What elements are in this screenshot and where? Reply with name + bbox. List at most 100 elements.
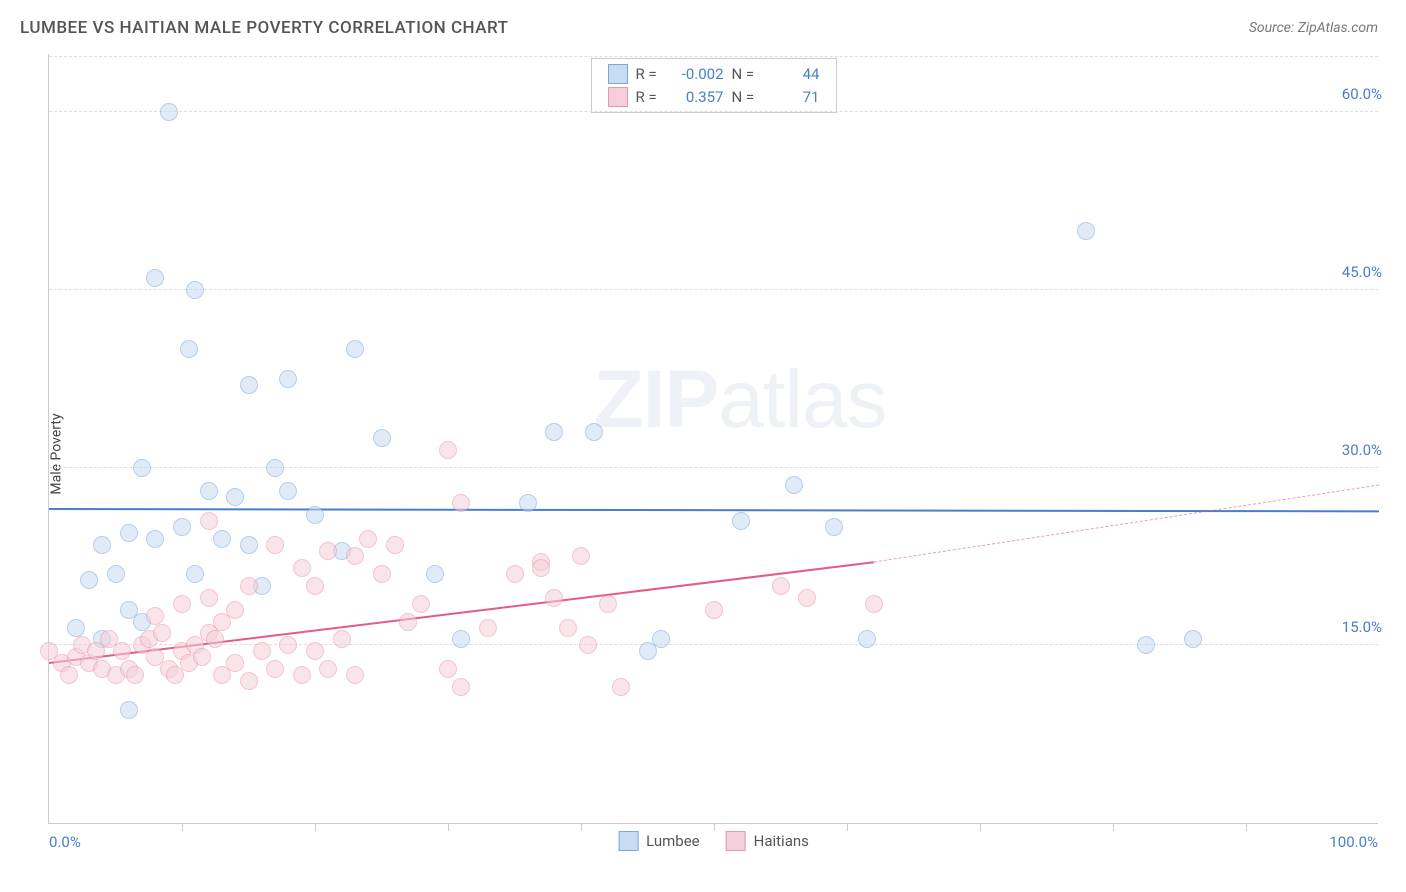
data-point-haitians [545,589,563,607]
data-point-haitians [572,547,590,565]
data-point-haitians [60,666,78,684]
data-point-haitians [306,577,324,595]
gridline [49,111,1378,112]
data-point-lumbee [160,103,178,121]
data-point-lumbee [785,476,803,494]
data-point-haitians [146,607,164,625]
data-point-haitians [412,595,430,613]
r-value-haitians: 0.357 [672,86,724,109]
data-point-haitians [126,666,144,684]
data-point-haitians [359,530,377,548]
data-point-lumbee [226,488,244,506]
bottom-legend: Lumbee Haitians [618,831,809,851]
data-point-lumbee [1137,636,1155,654]
data-point-haitians [253,642,271,660]
data-point-haitians [612,678,630,696]
data-point-haitians [346,666,364,684]
y-tick-label: 15.0% [1334,618,1382,636]
data-point-lumbee [240,376,258,394]
data-point-lumbee [266,459,284,477]
legend-swatch-lumbee [618,831,638,851]
watermark: ZIPatlas [594,353,887,447]
data-point-lumbee [146,530,164,548]
data-point-lumbee [213,530,231,548]
swatch-haitians [608,87,628,107]
data-point-lumbee [825,518,843,536]
gridline [49,289,1378,290]
n-value-lumbee: 44 [768,63,820,86]
x-tick [581,823,582,831]
data-point-haitians [113,642,131,660]
data-point-lumbee [146,269,164,287]
data-point-lumbee [80,571,98,589]
data-point-haitians [319,660,337,678]
data-point-lumbee [346,340,364,358]
data-point-haitians [579,636,597,654]
data-point-haitians [439,441,457,459]
data-point-lumbee [67,619,85,637]
data-point-lumbee [240,536,258,554]
data-point-haitians [293,666,311,684]
data-point-lumbee [200,482,218,500]
data-point-haitians [240,577,258,595]
data-point-haitians [439,660,457,678]
x-tick [448,823,449,831]
data-point-haitians [266,536,284,554]
x-axis-min-label: 0.0% [49,833,81,851]
data-point-lumbee [133,459,151,477]
gridline [49,467,1378,468]
gridline [49,644,1378,645]
data-point-lumbee [652,630,670,648]
legend-swatch-haitians [726,831,746,851]
data-point-haitians [200,589,218,607]
data-point-haitians [279,636,297,654]
x-tick [847,823,848,831]
legend-item-lumbee: Lumbee [618,831,700,851]
chart-title: LUMBEE VS HAITIAN MALE POVERTY CORRELATI… [20,18,509,38]
plot-area: ZIPatlas R = -0.002 N = 44 R = 0.357 N =… [48,54,1378,824]
data-point-lumbee [173,518,191,536]
data-point-haitians [559,619,577,637]
data-point-haitians [333,630,351,648]
data-point-haitians [266,660,284,678]
data-point-haitians [153,624,171,642]
data-point-haitians [865,595,883,613]
data-point-haitians [798,589,816,607]
data-point-haitians [173,595,191,613]
swatch-lumbee [608,64,628,84]
y-tick-label: 30.0% [1334,441,1382,459]
data-point-haitians [532,559,550,577]
x-tick [1113,823,1114,831]
data-point-haitians [479,619,497,637]
data-point-haitians [452,678,470,696]
data-point-lumbee [1184,630,1202,648]
data-point-lumbee [519,494,537,512]
data-point-haitians [226,654,244,672]
x-tick [714,823,715,831]
trend-line [874,485,1380,563]
data-point-lumbee [180,340,198,358]
data-point-lumbee [120,701,138,719]
data-point-haitians [240,672,258,690]
data-point-lumbee [545,423,563,441]
x-tick [315,823,316,831]
data-point-haitians [772,577,790,595]
data-point-haitians [452,494,470,512]
data-point-haitians [193,648,211,666]
data-point-haitians [399,613,417,631]
data-point-haitians [226,601,244,619]
x-tick [980,823,981,831]
data-point-haitians [599,595,617,613]
r-value-lumbee: -0.002 [672,63,724,86]
data-point-haitians [293,559,311,577]
data-point-lumbee [732,512,750,530]
data-point-lumbee [186,281,204,299]
stats-row-haitians: R = 0.357 N = 71 [608,86,820,109]
x-axis-max-label: 100.0% [1329,833,1378,851]
data-point-lumbee [120,524,138,542]
data-point-lumbee [93,536,111,554]
trend-line [49,508,1379,512]
data-point-haitians [346,547,364,565]
correlation-stats-box: R = -0.002 N = 44 R = 0.357 N = 71 [591,58,837,113]
data-point-lumbee [107,565,125,583]
